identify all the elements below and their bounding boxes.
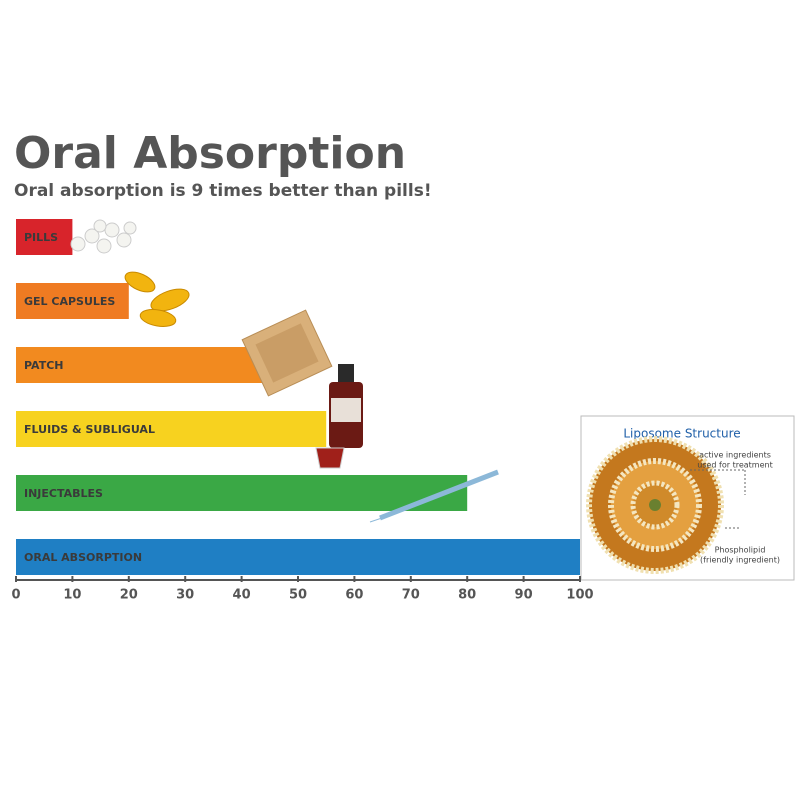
x-tick-label: 40 <box>233 588 251 603</box>
pills-illustration <box>70 219 137 254</box>
annotation: (friendly ingredient) <box>700 556 780 565</box>
bars: PILLS GEL CAPSULES PATCH FLUIDS & SUBLIGUAL… <box>16 219 580 575</box>
category-label: INJECTABLES <box>24 487 103 500</box>
x-tick-label: 10 <box>63 588 81 603</box>
category-label: PATCH <box>24 359 64 372</box>
bar <box>16 539 580 575</box>
annotation: active ingredients <box>699 451 771 460</box>
category-label: FLUIDS & SUBLIGUAL <box>24 423 155 436</box>
bottle-illustration <box>315 364 363 469</box>
bar <box>16 411 327 447</box>
x-tick-label: 20 <box>120 588 138 603</box>
x-tick-label: 100 <box>566 588 593 603</box>
chart-subtitle: Oral absorption is 9 times better than p… <box>14 181 432 201</box>
liposome-inset: Liposome Structure active ingredients us… <box>580 415 795 581</box>
bar <box>16 283 129 319</box>
x-tick-label: 30 <box>176 588 194 603</box>
x-tick-label: 60 <box>345 588 363 603</box>
x-tick-label: 90 <box>515 588 533 603</box>
category-label: PILLS <box>24 231 58 244</box>
annotation: used for treatment <box>697 461 772 470</box>
bar <box>16 475 468 511</box>
bar <box>16 347 270 383</box>
x-tick-label: 80 <box>458 588 476 603</box>
chart-title: Oral Absorption <box>14 128 406 179</box>
category-label: GEL CAPSULES <box>24 295 115 308</box>
annotation: Phospholipid <box>715 546 766 555</box>
bar <box>16 219 73 255</box>
syringe-illustration <box>369 469 499 523</box>
x-tick-label: 0 <box>11 588 20 603</box>
category-label: ORAL ABSORPTION <box>24 551 142 564</box>
x-tick-label: 70 <box>402 588 420 603</box>
patch-illustration <box>241 309 333 397</box>
capsules-illustration <box>124 271 190 327</box>
inset-title: Liposome Structure <box>623 427 740 441</box>
x-tick-label: 50 <box>289 588 307 603</box>
